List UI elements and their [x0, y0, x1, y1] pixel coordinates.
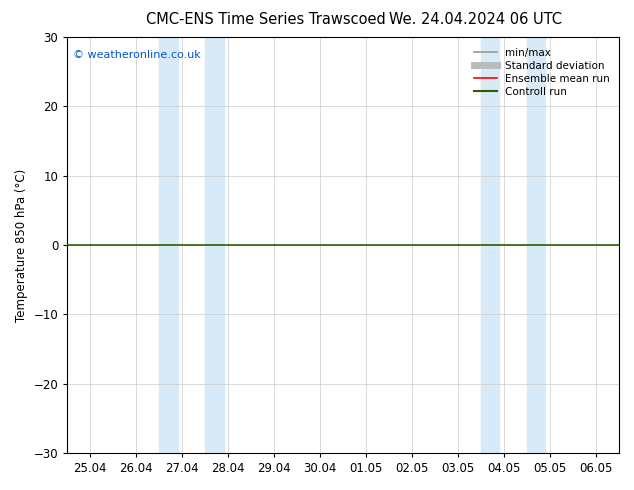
- Y-axis label: Temperature 850 hPa (°C): Temperature 850 hPa (°C): [15, 169, 28, 322]
- Bar: [481, 37, 500, 453]
- Bar: [205, 37, 224, 453]
- Bar: [159, 37, 178, 453]
- Text: CMC-ENS Time Series Trawscoed: CMC-ENS Time Series Trawscoed: [146, 12, 386, 27]
- Legend: min/max, Standard deviation, Ensemble mean run, Controll run: min/max, Standard deviation, Ensemble me…: [470, 44, 614, 101]
- Text: © weatheronline.co.uk: © weatheronline.co.uk: [73, 49, 200, 60]
- Bar: [527, 37, 545, 453]
- Text: We. 24.04.2024 06 UTC: We. 24.04.2024 06 UTC: [389, 12, 562, 27]
